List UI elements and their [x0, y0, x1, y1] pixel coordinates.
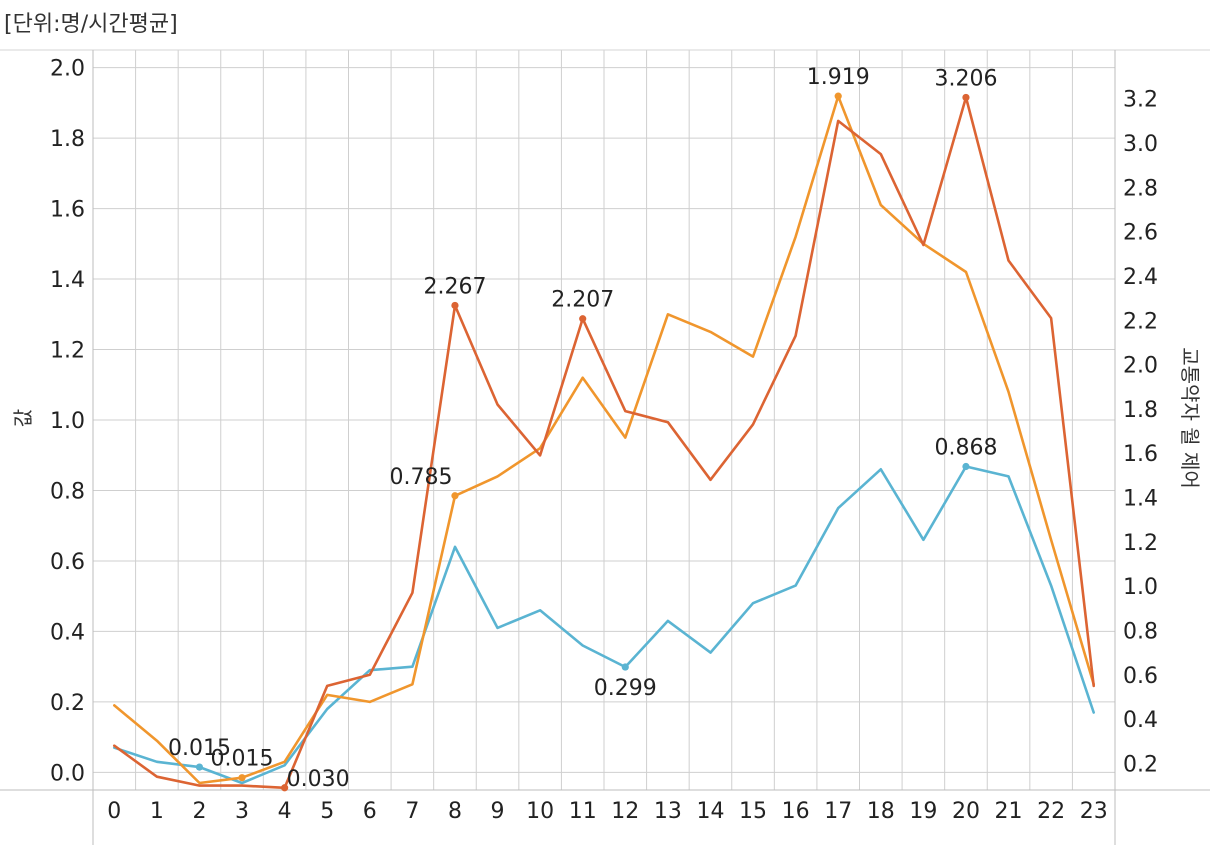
- right-axis-ticks: 0.2 0.4 0.6 0.8 1.0 1.2 1.4 1.6 1.8 2.0 2.2 2.4 2.6 2…: [1123, 88, 1158, 778]
- data-point-marker: [834, 92, 842, 100]
- x-tick-label: 14: [696, 799, 724, 824]
- x-tick-label: 5: [320, 799, 334, 824]
- right-tick-label: 1.0: [1123, 575, 1158, 600]
- left-tick-label: 0.2: [50, 691, 85, 716]
- right-tick-label: 0.6: [1123, 664, 1158, 689]
- x-tick-label: 18: [867, 799, 895, 824]
- right-tick-label: 0.8: [1123, 619, 1158, 644]
- right-tick-label: 0.4: [1123, 708, 1158, 733]
- right-tick-label: 1.4: [1123, 487, 1158, 512]
- x-tick-label: 17: [824, 799, 852, 824]
- x-axis-ticks: 0 1 2 3 4 5 6 7 8 9 10 11 12 13 14 15 16 17 18 19 20 21 22 23: [107, 799, 1107, 824]
- x-tick-label: 3: [235, 799, 249, 824]
- right-tick-label: 1.2: [1123, 531, 1158, 556]
- axes: [0, 49, 1210, 845]
- x-tick-label: 10: [526, 799, 554, 824]
- right-tick-label: 1.8: [1123, 398, 1158, 423]
- x-tick-label: 20: [952, 799, 980, 824]
- data-label: 0.299: [594, 676, 657, 701]
- x-tick-label: 15: [739, 799, 767, 824]
- data-label: 0.030: [287, 767, 350, 792]
- data-point-marker: [195, 763, 204, 771]
- right-tick-label: 3.0: [1123, 132, 1158, 157]
- x-tick-label: 7: [405, 799, 419, 824]
- right-tick-label: 2.2: [1123, 309, 1158, 334]
- right-tick-label: 0.2: [1123, 752, 1158, 777]
- x-tick-label: 9: [491, 799, 505, 824]
- left-tick-label: 1.0: [50, 409, 85, 434]
- data-point-marker: [281, 784, 289, 792]
- x-tick-label: 13: [654, 799, 682, 824]
- right-tick-label: 2.4: [1123, 265, 1158, 290]
- x-tick-label: 22: [1037, 799, 1065, 824]
- right-tick-label: 3.2: [1123, 88, 1158, 113]
- left-tick-label: 1.4: [50, 268, 85, 293]
- series-line-3: [113, 96, 1095, 790]
- left-axis-title: 값: [11, 409, 35, 427]
- data-label: 0.868: [934, 436, 997, 461]
- right-tick-label: 2.8: [1123, 176, 1158, 201]
- data-label: 3.206: [934, 66, 997, 91]
- data-labels-layer: 0.015 0.299 0.868 0.015 0.785 1.919 0.030 2.267…: [168, 65, 997, 792]
- right-tick-label: 2.0: [1123, 354, 1158, 379]
- x-tick-label: 1: [150, 799, 164, 824]
- data-label: 1.919: [807, 65, 870, 90]
- x-tick-label: 2: [192, 799, 206, 824]
- series-layer: [113, 92, 1095, 792]
- data-label: 0.015: [211, 747, 274, 772]
- left-tick-label: 0.4: [50, 620, 85, 645]
- left-tick-label: 0.6: [50, 550, 85, 575]
- left-tick-label: 2.0: [50, 57, 85, 82]
- grid-lines: [92, 50, 1116, 790]
- x-tick-label: 21: [995, 799, 1023, 824]
- data-label: 2.267: [423, 274, 486, 299]
- x-tick-label: 23: [1080, 799, 1108, 824]
- data-point-marker: [962, 462, 970, 471]
- series-line-1: [113, 465, 1095, 785]
- left-tick-label: 0.8: [50, 479, 85, 504]
- data-point-marker: [579, 315, 587, 323]
- data-point-marker: [451, 301, 459, 310]
- series-line-2: [113, 94, 1095, 785]
- data-point-marker: [621, 663, 629, 671]
- unit-label: [단위:명/시간평균]: [4, 12, 178, 37]
- left-tick-label: 1.8: [50, 127, 85, 152]
- x-tick-label: 6: [363, 799, 377, 824]
- data-point-marker: [962, 93, 970, 102]
- right-axis-title: 교통약자 월 제어: [1178, 347, 1202, 489]
- data-point-marker: [451, 492, 459, 500]
- left-tick-label: 1.2: [50, 339, 85, 364]
- x-tick-label: 0: [107, 799, 121, 824]
- x-tick-label: 19: [909, 799, 937, 824]
- right-tick-label: 1.6: [1123, 442, 1158, 467]
- x-tick-label: 8: [448, 799, 462, 824]
- data-label: 2.207: [551, 288, 614, 313]
- x-tick-label: 16: [782, 799, 810, 824]
- x-tick-label: 11: [569, 799, 597, 824]
- left-axis-ticks: 0.0 0.2 0.4 0.6 0.8 1.0 1.2 1.4 1.6 1.8 2.0: [50, 57, 85, 787]
- data-label: 0.785: [389, 465, 452, 490]
- left-tick-label: 0.0: [50, 761, 85, 786]
- x-tick-label: 12: [611, 799, 639, 824]
- x-tick-label: 4: [278, 799, 292, 824]
- data-label: 0.015: [168, 736, 231, 761]
- left-tick-label: 1.6: [50, 198, 85, 223]
- right-tick-label: 2.6: [1123, 221, 1158, 246]
- data-point-marker: [238, 774, 246, 782]
